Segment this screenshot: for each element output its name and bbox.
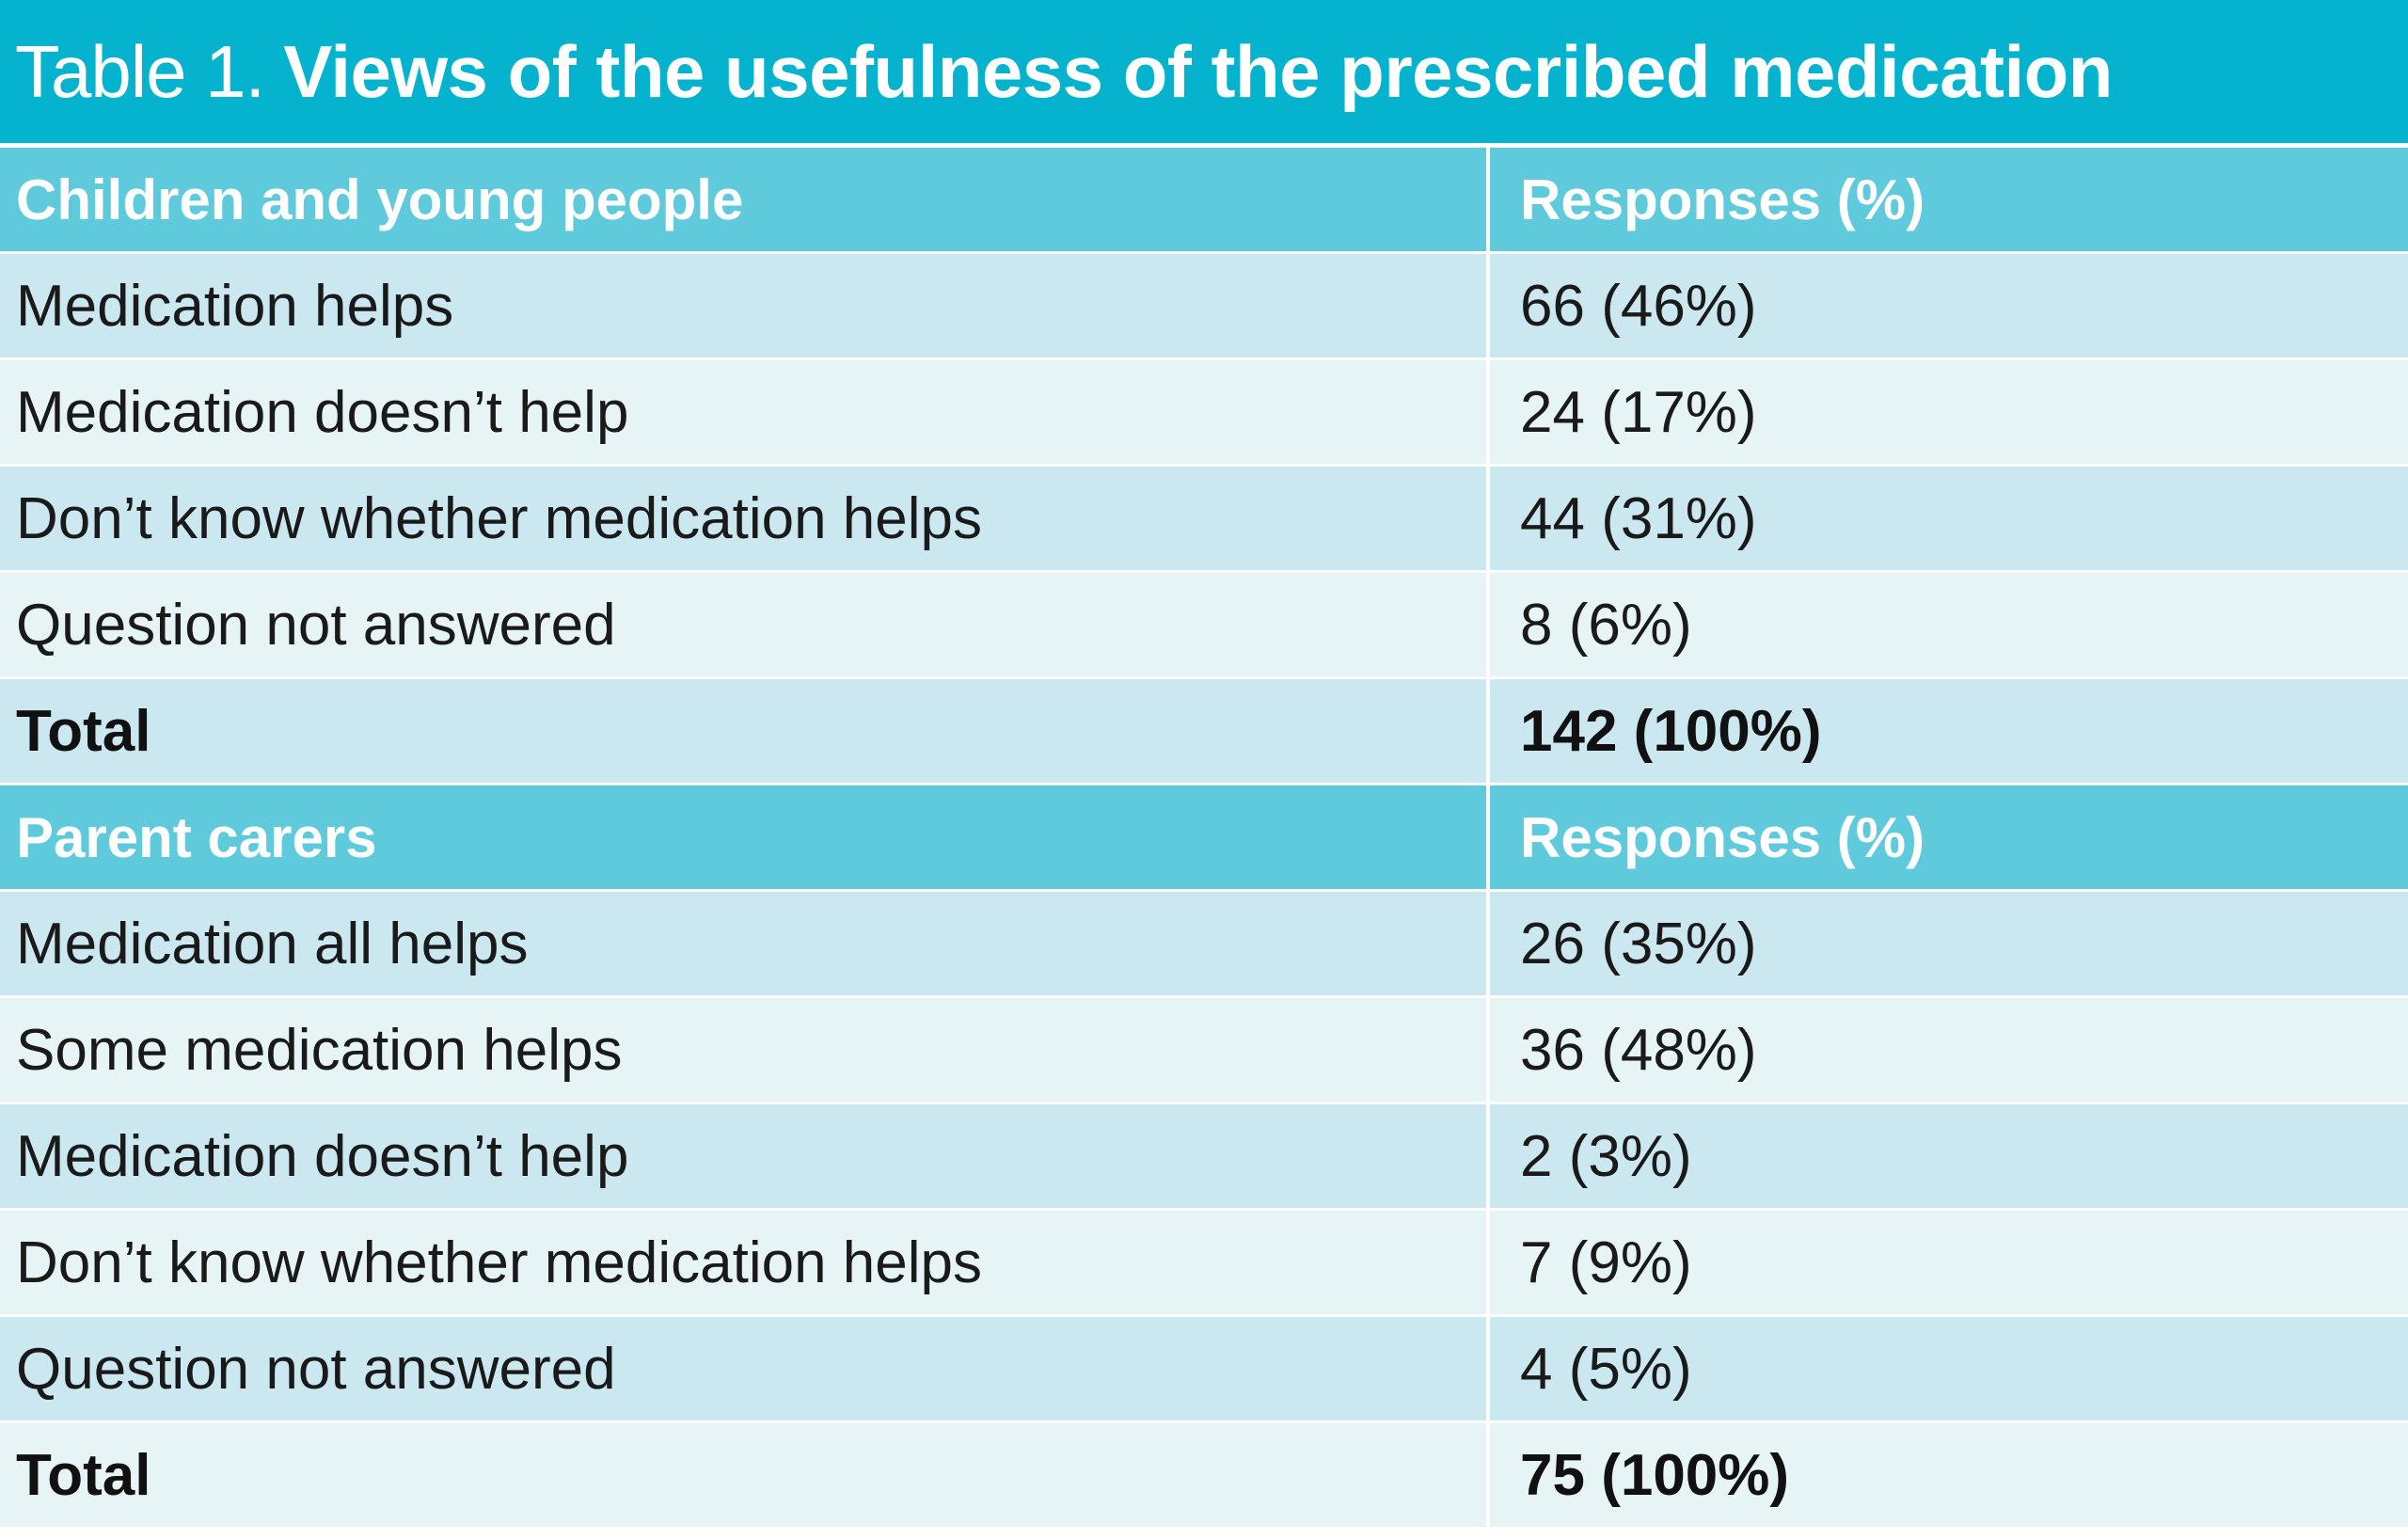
- table-title: Views of the usefulness of the prescribe…: [283, 29, 2113, 113]
- row-label: Question not answered: [0, 1317, 1490, 1420]
- row-value: 4 (5%): [1520, 1336, 1692, 1402]
- responses-header: Responses (%): [1520, 805, 1925, 869]
- row-label: Medication doesn’t help: [0, 360, 1490, 464]
- row-value: 7 (9%): [1520, 1230, 1692, 1295]
- row-value: 44 (31%): [1520, 485, 1757, 551]
- row-label: Don’t know whether medication helps: [0, 1211, 1490, 1314]
- table-row: Question not answered 4 (5%): [0, 1317, 2408, 1423]
- section-header: Children and young people: [0, 148, 1490, 251]
- table-row: Some medication helps 36 (48%): [0, 998, 2408, 1104]
- total-row: Total 142 (100%): [0, 679, 2408, 785]
- row-value: 8 (6%): [1520, 592, 1692, 658]
- row-value: 26 (35%): [1520, 911, 1757, 976]
- total-row: Total 75 (100%): [0, 1423, 2408, 1530]
- section-header-row: Parent carers Responses (%): [0, 785, 2408, 892]
- section-header: Parent carers: [0, 785, 1490, 889]
- total-label: Total: [0, 679, 1490, 783]
- total-value: 75 (100%): [1520, 1442, 1790, 1508]
- data-table: Children and young people Responses (%) …: [0, 148, 2408, 1530]
- row-value: 24 (17%): [1520, 379, 1757, 445]
- row-label: Medication doesn’t help: [0, 1104, 1490, 1208]
- row-label: Question not answered: [0, 573, 1490, 676]
- table-row: Medication helps 66 (46%): [0, 254, 2408, 360]
- table-row: Question not answered 8 (6%): [0, 573, 2408, 679]
- table-row: Don’t know whether medication helps 7 (9…: [0, 1211, 2408, 1317]
- responses-header: Responses (%): [1520, 167, 1925, 231]
- table-row: Medication doesn’t help 2 (3%): [0, 1104, 2408, 1211]
- table-row: Don’t know whether medication helps 44 (…: [0, 467, 2408, 573]
- total-label: Total: [0, 1423, 1490, 1527]
- table-number: Table 1.: [15, 29, 265, 113]
- table-title-bar: Table 1. Views of the usefulness of the …: [0, 0, 2408, 143]
- row-value: 66 (46%): [1520, 273, 1757, 339]
- section-header-row: Children and young people Responses (%): [0, 148, 2408, 254]
- row-label: Some medication helps: [0, 998, 1490, 1102]
- row-label: Medication all helps: [0, 892, 1490, 995]
- table-row: Medication doesn’t help 24 (17%): [0, 360, 2408, 467]
- table-row: Medication all helps 26 (35%): [0, 892, 2408, 998]
- row-label: Don’t know whether medication helps: [0, 467, 1490, 570]
- row-value: 2 (3%): [1520, 1123, 1692, 1189]
- row-value: 36 (48%): [1520, 1017, 1757, 1083]
- row-label: Medication helps: [0, 254, 1490, 357]
- total-value: 142 (100%): [1520, 698, 1822, 764]
